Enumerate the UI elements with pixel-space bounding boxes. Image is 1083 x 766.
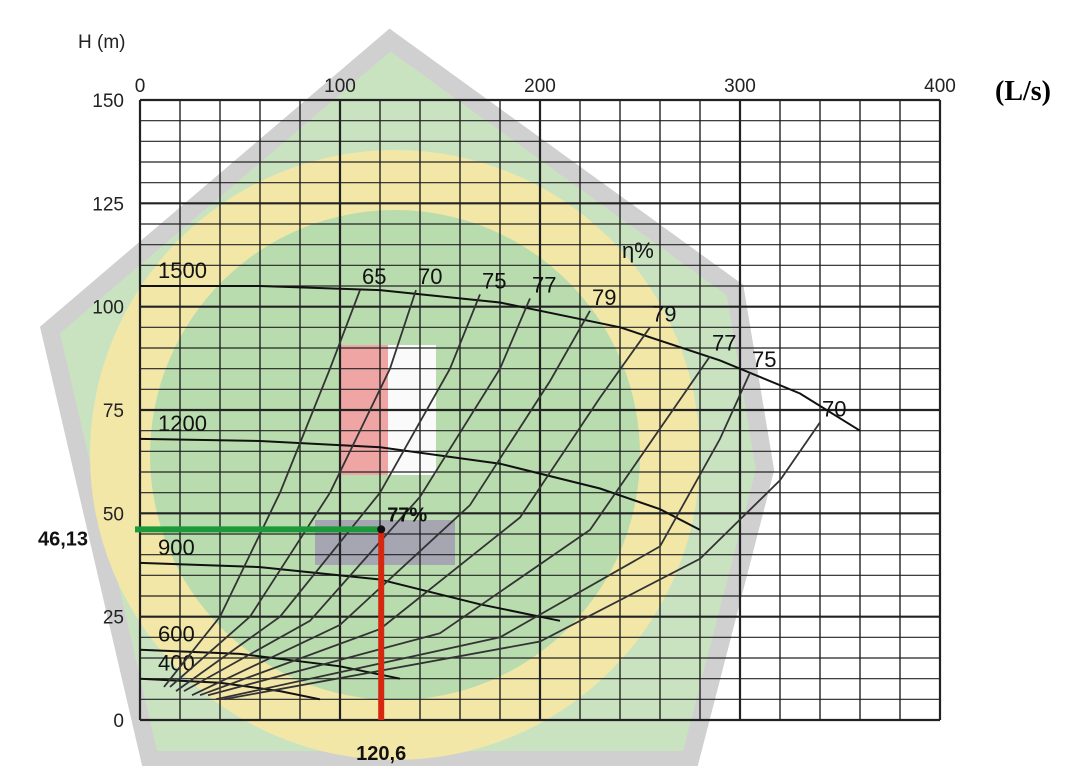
chart-grid <box>138 98 942 722</box>
efficiency-curve <box>175 293 481 692</box>
x-axis-unit: (L/s) <box>995 76 1051 107</box>
university-seal-watermark <box>39 28 775 766</box>
efficiency-curve-label: 77 <box>532 272 556 297</box>
efficiency-curve-label: 65 <box>362 264 386 289</box>
efficiency-curve-label: 75 <box>482 268 506 293</box>
speed-curve <box>139 677 321 701</box>
speed-curve-label: 600 <box>158 622 195 647</box>
efficiency-curve-label: 77 <box>712 330 736 355</box>
x-tick-label: 300 <box>724 76 756 97</box>
speed-curve <box>140 285 861 432</box>
y-tick-label: 0 <box>113 711 124 732</box>
operating-efficiency-label: 77% <box>387 504 427 526</box>
efficiency-curve-label: 70 <box>418 264 442 289</box>
efficiency-curve-label: 75 <box>752 347 776 372</box>
efficiency-curve-label: 70 <box>822 396 846 421</box>
speed-curve-label: 1500 <box>158 258 207 283</box>
y-tick-label: 125 <box>92 194 124 215</box>
efficiency-curve <box>199 326 651 697</box>
x-tick-label: 100 <box>324 76 356 97</box>
efficiency-curve <box>169 289 417 688</box>
efficiency-curve <box>215 372 751 701</box>
efficiency-curve-label: 79 <box>652 301 676 326</box>
axis-labels: 0 100 200 300 400 0 25 50 75 100 125 150 <box>92 76 956 732</box>
operating-head-value: 46,13 <box>38 528 88 550</box>
efficiency-symbol: η% <box>622 238 654 263</box>
y-axis-title: H (m) <box>78 32 125 53</box>
efficiency-curve-label: 79 <box>592 285 616 310</box>
efficiency-curve <box>163 289 361 688</box>
y-tick-label: 50 <box>103 504 124 525</box>
speed-curve-label: 1200 <box>158 411 207 436</box>
y-tick-label: 100 <box>92 298 124 319</box>
y-tick-label: 75 <box>103 401 124 422</box>
x-tick-label: 200 <box>524 76 556 97</box>
operating-flow-value: 120,6 <box>356 743 406 765</box>
efficiency-curves: 65 70 75 77 79 79 77 75 70 <box>163 264 846 701</box>
speed-curve-label: 900 <box>158 535 195 560</box>
speed-curve <box>139 437 701 531</box>
operating-point-marker <box>377 525 386 534</box>
x-tick-label: 0 <box>135 76 146 97</box>
efficiency-curve <box>223 421 821 701</box>
x-tick-label: 400 <box>924 76 956 97</box>
efficiency-curve <box>183 298 531 692</box>
efficiency-curve <box>207 355 711 697</box>
operating-point-annotation: 77% 46,13 120,6 <box>38 504 427 765</box>
y-tick-label: 25 <box>103 608 124 629</box>
efficiency-curve <box>191 310 591 697</box>
y-tick-label: 150 <box>92 91 124 112</box>
